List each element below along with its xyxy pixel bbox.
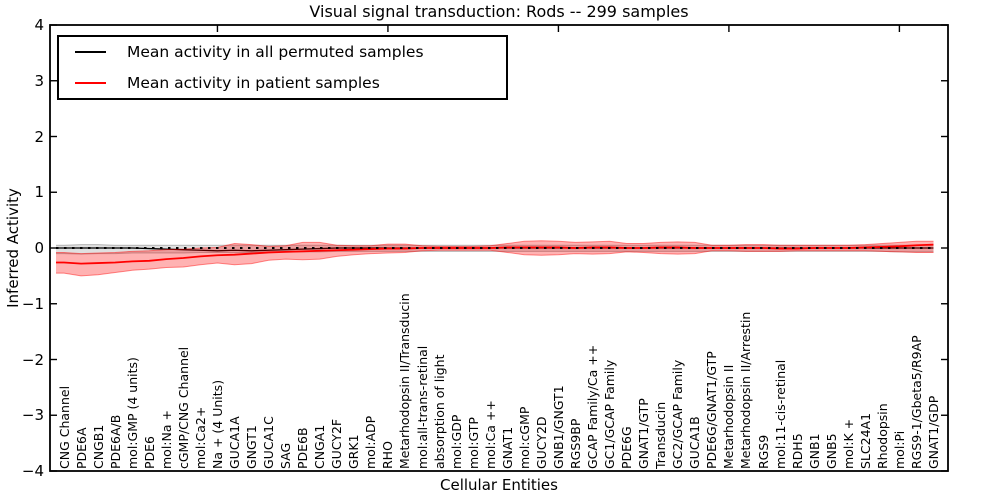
x-tick-label: mol:Na + <box>158 410 174 469</box>
y-tick-label: −1 <box>21 294 44 313</box>
x-tick-label: GUCA1B <box>687 416 703 469</box>
x-tick-label: RGS9-1/Gbeta5/R9AP <box>908 335 924 469</box>
x-tick-label: GUCY2D <box>533 416 549 469</box>
x-tick-label: absorption of light <box>431 354 447 469</box>
patient-band <box>56 240 934 277</box>
legend-label: Mean activity in all permuted samples <box>127 43 424 62</box>
x-tick-label: mol:Ca ++ <box>482 400 498 469</box>
x-tick-label: PDE6B <box>295 427 311 469</box>
chart-title: Visual signal transduction: Rods -- 299 … <box>309 2 689 21</box>
x-tick-label: GUCA1C <box>261 416 277 469</box>
x-tick-label: CNG Channel <box>56 385 72 469</box>
legend-line-sample-black <box>75 51 106 54</box>
legend-line-sample-red <box>75 81 106 84</box>
legend-entry-patient: Mean activity in patient samples <box>59 68 506 98</box>
x-tick-label: Metarhodopsin II/Transducin <box>397 293 413 469</box>
x-tick-label: PDE6A/B <box>107 414 123 469</box>
x-tick-label: RDH5 <box>789 433 805 469</box>
x-tick-label: mol:Pi <box>891 430 907 469</box>
y-tick-label: −4 <box>21 462 44 480</box>
x-tick-label: mol:ADP <box>363 415 379 469</box>
x-tick-label: PDE6A <box>73 427 89 469</box>
x-tick-label: CNGA1 <box>312 424 328 469</box>
axis-ticks <box>50 24 948 472</box>
x-tick-label: RHO <box>380 441 396 469</box>
x-tick-label: cGMP/CNG Channel <box>175 346 191 469</box>
x-tick-label: SAG <box>278 442 294 469</box>
x-tick-label: GNAT1 <box>499 426 515 469</box>
x-tick-label: PDE6G/GNAT1/GTP <box>704 351 720 469</box>
x-tick-label: GC2/GCAP Family <box>670 359 686 469</box>
x-tick-label: mol:GMP (4 units) <box>124 357 140 469</box>
x-tick-label: CNGB1 <box>90 424 106 469</box>
x-tick-label: GNB1/GNGT1 <box>550 385 566 469</box>
x-tick-label: GNAT1/GDP <box>926 395 941 469</box>
x-tick-label: GC1/GCAP Family <box>602 359 618 469</box>
x-tick-label: mol:Ca2+ <box>192 406 208 469</box>
x-axis-title: Cellular Entities <box>440 476 558 494</box>
x-tick-label: Na + (4 Units) <box>209 379 225 469</box>
x-tick-label: GCAP Family/Ca ++ <box>585 344 601 469</box>
x-tick-label: GNB1 <box>806 433 822 469</box>
x-tick-label: GNGT1 <box>244 425 260 469</box>
y-tick-label: 4 <box>34 16 44 34</box>
y-tick-label: −2 <box>21 350 44 369</box>
x-tick-label: Metarhodopsin II <box>721 364 737 469</box>
legend: Mean activity in all permuted samples Me… <box>57 35 508 100</box>
x-tick-label: RGS9 <box>755 434 771 469</box>
x-tick-label: GNAT1/GTP <box>636 398 652 469</box>
y-tick-label: 0 <box>34 239 44 257</box>
x-tick-label: mol:11-cis-retinal <box>772 359 788 469</box>
x-tick-label: mol:K + <box>840 418 856 469</box>
x-tick-label: GNB5 <box>823 433 839 469</box>
x-tick-label: Rhodopsin <box>874 403 890 469</box>
x-tick-label: mol:GDP <box>448 414 464 469</box>
x-tick-label: PDE6 <box>141 435 157 469</box>
y-tick-label: 3 <box>34 71 44 90</box>
x-tick-label: mol:all-trans-retinal <box>414 345 430 469</box>
x-tick-label: mol:GTP <box>465 417 481 469</box>
y-tick-label: 1 <box>34 183 44 202</box>
legend-entry-permuted: Mean activity in all permuted samples <box>59 37 506 67</box>
x-tick-label: mol:cGMP <box>516 406 532 469</box>
y-tick-label: −3 <box>21 406 44 425</box>
x-tick-label: Metarhodopsin II/Arrestin <box>738 311 754 469</box>
x-tick-label: GUCY2F <box>329 418 345 469</box>
x-tick-label: Transducin <box>653 401 669 469</box>
x-tick-label: GRK1 <box>346 434 362 469</box>
y-tick-label: 2 <box>34 127 44 146</box>
x-tick-label: PDE6G <box>619 426 635 469</box>
legend-label: Mean activity in patient samples <box>127 73 380 92</box>
x-tick-label: RGS9BP <box>567 418 583 469</box>
x-tick-label: SLC24A1 <box>857 412 873 469</box>
x-tick-label: GUCA1A <box>226 416 242 469</box>
